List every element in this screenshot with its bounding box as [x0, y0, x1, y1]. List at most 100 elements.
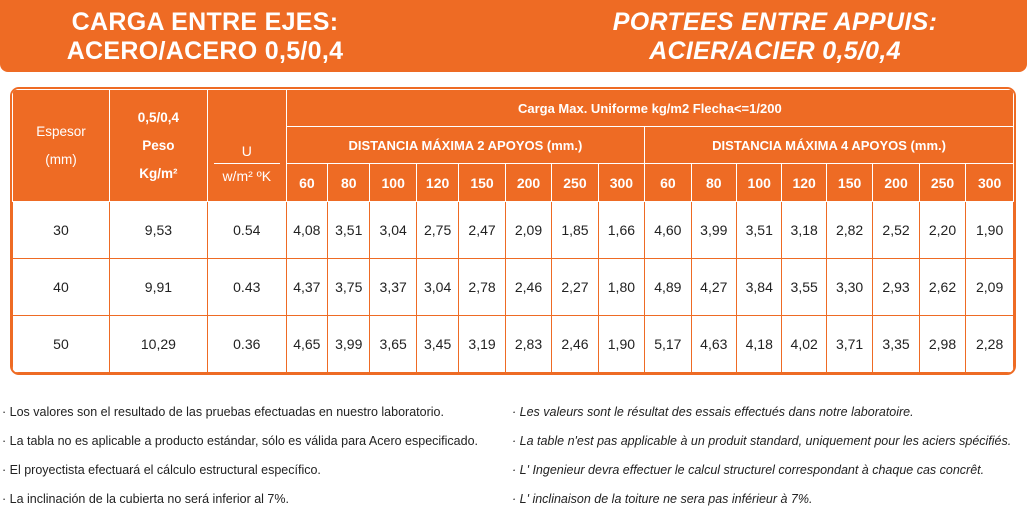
span-header: 100: [369, 163, 417, 202]
load-table-container: Espesor (mm) 0,5/0,4 Peso Kg/m² U w/m² º…: [10, 87, 1016, 375]
cell-2-apoyos: 2,75: [415, 201, 460, 259]
notes-spanish: · Los valores son el resultado de las pr…: [2, 398, 507, 514]
span-header: 80: [690, 163, 738, 202]
cell-2-apoyos: 4,08: [285, 201, 329, 259]
cell-2-apoyos: 3,04: [369, 201, 417, 259]
load-header: Carga Max. Uniforme kg/m2 Flecha<=1/200: [285, 89, 1014, 127]
col-header-peso-label: Peso: [142, 137, 175, 153]
span-header: 200: [872, 163, 920, 202]
cell-2-apoyos: 2,78: [458, 258, 506, 316]
cell-4-apoyos: 4,63: [690, 315, 738, 373]
span-header: 150: [825, 163, 874, 202]
span-header: 60: [644, 163, 692, 202]
note-es: · La tabla no es aplicable a producto es…: [2, 434, 479, 448]
table-row: 40 9,91 0.43 4,37 3,75 3,37 3,04 2,78 2,…: [12, 258, 1014, 316]
cell-4-apoyos: 4,60: [644, 201, 692, 259]
cell-2-apoyos: 3,51: [327, 201, 371, 259]
cell-2-apoyos: 2,46: [551, 315, 599, 373]
cell-4-apoyos: 2,20: [918, 201, 967, 259]
title-es-line1: CARGA ENTRE EJES:: [71, 8, 339, 36]
title-banner: CARGA ENTRE EJES: ACERO/ACERO 0,5/0,4 PO…: [0, 0, 1027, 72]
span-header: 120: [415, 163, 460, 202]
cell-2-apoyos: 1,66: [597, 201, 646, 259]
note-fr: · L' inclinaison de la toiture ne sera p…: [512, 492, 813, 506]
span-header: 120: [781, 163, 827, 202]
note-fr: · La table n'est pas applicable à un pro…: [512, 434, 1012, 448]
note-fr: · Les valeurs sont le résultat des essai…: [512, 405, 914, 419]
title-spanish: CARGA ENTRE EJES: ACERO/ACERO 0,5/0,4: [40, 8, 370, 66]
cell-2-apoyos: 3,99: [327, 315, 371, 373]
cell-espesor: 30: [12, 201, 110, 259]
span-header: 200: [504, 163, 553, 202]
col-header-u-unit: w/m² ºK: [222, 168, 272, 184]
cell-4-apoyos: 1,90: [965, 201, 1014, 259]
note-es: · La inclinación de la cubierta no será …: [2, 492, 289, 506]
cell-4-apoyos: 2,98: [918, 315, 967, 373]
cell-4-apoyos: 4,18: [736, 315, 783, 373]
cell-2-apoyos: 2,47: [458, 201, 506, 259]
col-header-espesor-unit: (mm): [45, 151, 77, 167]
cell-2-apoyos: 2,27: [551, 258, 599, 316]
col-header-u-label: U: [213, 143, 280, 164]
cell-4-apoyos: 3,99: [690, 201, 738, 259]
cell-4-apoyos: 3,18: [781, 201, 827, 259]
cell-2-apoyos: 3,19: [458, 315, 506, 373]
col-header-peso: 0,5/0,4 Peso Kg/m²: [108, 89, 208, 202]
span-header: 300: [965, 163, 1014, 202]
cell-2-apoyos: 4,65: [285, 315, 329, 373]
cell-4-apoyos: 2,82: [825, 201, 874, 259]
cell-2-apoyos: 3,37: [369, 258, 417, 316]
span-header: 250: [918, 163, 967, 202]
cell-2-apoyos: 2,46: [504, 258, 553, 316]
cell-4-apoyos: 3,30: [825, 258, 874, 316]
cell-u: 0.54: [206, 201, 287, 259]
group-header-2-apoyos: DISTANCIA MÁXIMA 2 APOYOS (mm.): [285, 126, 646, 164]
cell-4-apoyos: 2,62: [918, 258, 967, 316]
cell-4-apoyos: 2,28: [965, 315, 1014, 373]
note-fr: · L' Ingenieur devra effectuer le calcul…: [512, 463, 985, 477]
cell-espesor: 40: [12, 258, 110, 316]
cell-u: 0.36: [206, 315, 287, 373]
span-header: 80: [327, 163, 371, 202]
cell-4-apoyos: 3,51: [736, 201, 783, 259]
cell-2-apoyos: 2,83: [504, 315, 553, 373]
cell-4-apoyos: 4,02: [781, 315, 827, 373]
cell-2-apoyos: 3,04: [415, 258, 460, 316]
span-header: 60: [285, 163, 329, 202]
col-header-peso-ratio: 0,5/0,4: [137, 109, 180, 125]
span-header: 250: [551, 163, 599, 202]
cell-4-apoyos: 3,35: [872, 315, 920, 373]
col-header-u: U w/m² ºK: [206, 89, 287, 202]
cell-2-apoyos: 2,09: [504, 201, 553, 259]
table-body: 30 9,53 0.54 4,08 3,51 3,04 2,75 2,47 2,…: [12, 201, 1014, 373]
cell-2-apoyos: 1,85: [551, 201, 599, 259]
cell-4-apoyos: 4,89: [644, 258, 692, 316]
title-fr-line2: ACIER/ACIER 0,5/0,4: [649, 37, 901, 65]
notes-french: · Les valeurs sont le résultat des essai…: [512, 398, 1027, 514]
table-row: 50 10,29 0.36 4,65 3,99 3,65 3,45 3,19 2…: [12, 315, 1014, 373]
load-table: Espesor (mm) 0,5/0,4 Peso Kg/m² U w/m² º…: [12, 89, 1014, 373]
cell-2-apoyos: 1,80: [597, 258, 646, 316]
cell-2-apoyos: 4,37: [285, 258, 329, 316]
col-header-espesor: Espesor (mm): [12, 89, 110, 202]
cell-4-apoyos: 2,93: [872, 258, 920, 316]
cell-4-apoyos: 3,55: [781, 258, 827, 316]
note-es: · El proyectista efectuará el cálculo es…: [2, 463, 321, 477]
cell-4-apoyos: 3,71: [825, 315, 874, 373]
span-header: 150: [458, 163, 506, 202]
title-french: PORTEES ENTRE APPUIS: ACIER/ACIER 0,5/0,…: [590, 8, 960, 66]
col-header-espesor-label: Espesor: [36, 123, 86, 139]
cell-4-apoyos: 5,17: [644, 315, 692, 373]
group-header-4-apoyos: DISTANCIA MÁXIMA 4 APOYOS (mm.): [644, 126, 1014, 164]
table-row: 30 9,53 0.54 4,08 3,51 3,04 2,75 2,47 2,…: [12, 201, 1014, 259]
cell-2-apoyos: 3,65: [369, 315, 417, 373]
cell-u: 0.43: [206, 258, 287, 316]
cell-2-apoyos: 1,90: [597, 315, 646, 373]
col-header-peso-unit: Kg/m²: [139, 165, 178, 181]
cell-peso: 9,53: [108, 201, 208, 259]
cell-peso: 9,91: [108, 258, 208, 316]
cell-4-apoyos: 2,09: [965, 258, 1014, 316]
cell-4-apoyos: 4,27: [690, 258, 738, 316]
title-fr-line1: PORTEES ENTRE APPUIS:: [612, 8, 938, 36]
note-es: · Los valores son el resultado de las pr…: [2, 405, 444, 419]
